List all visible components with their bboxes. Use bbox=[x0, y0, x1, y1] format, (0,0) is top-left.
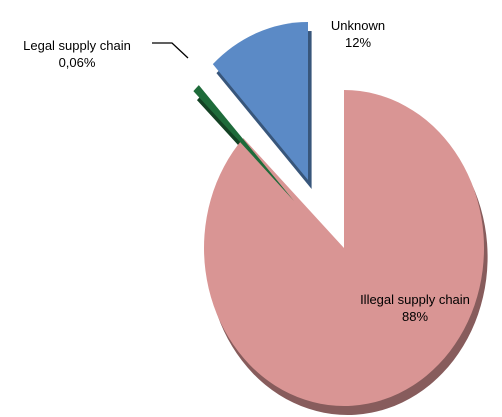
legal-slice-name: Legal supply chain bbox=[23, 38, 131, 53]
unknown-slice bbox=[212, 22, 308, 180]
illegal-slice-value: 88% bbox=[401, 309, 429, 324]
legal-slice-leader-line bbox=[152, 42, 189, 59]
legal-slice-value: 0,06% bbox=[58, 55, 96, 70]
unknown-slice-label: Unknown 12% bbox=[318, 17, 398, 51]
unknown-slice-name: Unknown bbox=[330, 18, 386, 33]
legal-slice-label: Legal supply chain 0,06% bbox=[2, 37, 152, 71]
illegal-slice bbox=[204, 90, 485, 406]
illegal-slice-label: Illegal supply chain 88% bbox=[330, 291, 500, 325]
legal-slice bbox=[193, 85, 294, 201]
unknown-slice-value: 12% bbox=[344, 35, 372, 50]
illegal-slice-name: Illegal supply chain bbox=[360, 292, 470, 307]
